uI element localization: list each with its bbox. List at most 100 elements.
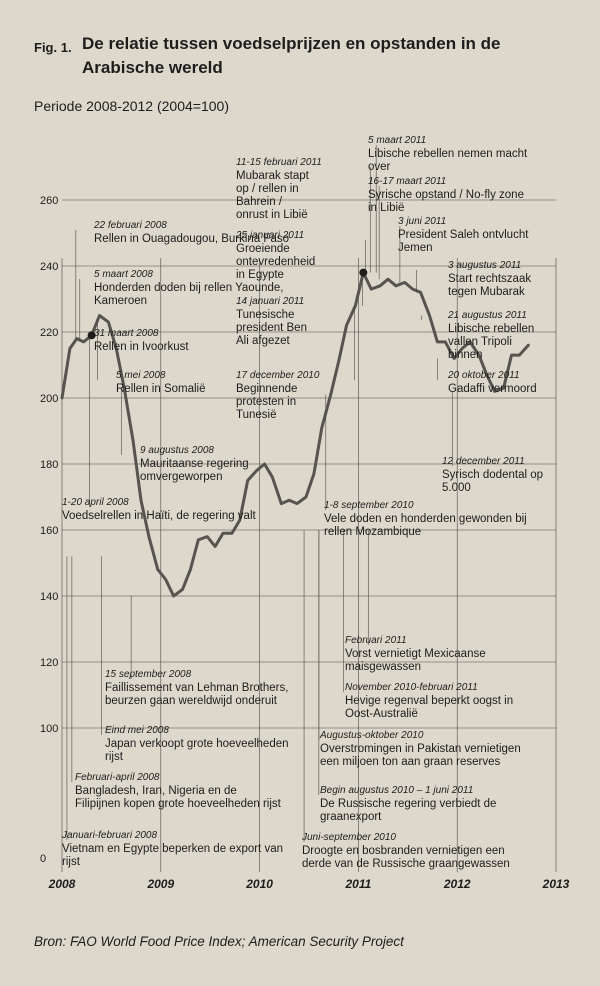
annotation-date: 16-17 maart 2011	[368, 176, 446, 187]
annotation-text: Honderden doden bij rellen Yaounde,	[94, 282, 283, 294]
y-tick-label: 180	[40, 459, 58, 471]
annotation-text: Tunesische	[236, 309, 294, 321]
annotation-text: Vorst vernietigt Mexicaanse	[345, 648, 486, 660]
annotation-text: Mauritaanse regering	[140, 458, 249, 470]
annotation-text: Rellen in Ivoorkust	[94, 341, 189, 353]
annotation-text: Tunesië	[236, 409, 277, 421]
annotation-date: Januari-februari 2008	[61, 830, 157, 841]
figure-label: Fig. 1.	[34, 40, 72, 55]
annotation-date: November 2010-februari 2011	[345, 682, 478, 693]
annotation-date: 11-15 februari 2011	[236, 157, 322, 168]
annotation-text: Bangladesh, Iran, Nigeria en de	[75, 785, 237, 797]
annotation-date: Februari-april 2008	[75, 772, 160, 783]
y-tick-label: 220	[40, 327, 58, 339]
annotation-text: onrust in Libië	[236, 209, 308, 221]
source-note: Bron: FAO World Food Price Index; Americ…	[34, 934, 404, 949]
annotation-text: Vele doden en honderden gewonden bij	[324, 513, 527, 525]
annotation-date: 14 januari 2011	[236, 296, 304, 307]
annotation-text: binnen	[448, 349, 483, 361]
annotation-date: 12 december 2011	[442, 456, 525, 467]
annotation-text: graanexport	[320, 811, 382, 823]
annotation-text: in Egypte	[236, 269, 284, 281]
annotation-date: 3 juni 2011	[398, 216, 446, 227]
x-tick-label: 2009	[146, 877, 174, 891]
annotation-text: in Libië	[368, 202, 404, 214]
annotation-date: 17 december 2010	[236, 370, 320, 381]
annotation-text: Hevige regenval beperkt oogst in	[345, 695, 513, 707]
y-tick-label: 240	[40, 261, 58, 273]
annotation-text: Syrisch dodental op	[442, 469, 543, 481]
annotation-date: 5 maart 2011	[368, 135, 426, 146]
event-marker	[87, 331, 96, 340]
annotation-text: Oost-Australië	[345, 708, 418, 720]
annotation-text: Voedselrellen in Haïti, de regering valt	[62, 510, 257, 522]
annotation-date: 3 augustus 2011	[448, 260, 521, 271]
annotation-date: 5 mei 2008	[116, 370, 166, 381]
annotation-text: Ali afgezet	[236, 335, 291, 347]
annotation-text: op / rellen in	[236, 183, 299, 195]
y-tick-label: 140	[40, 591, 58, 603]
annotation-text: rellen Mozambique	[324, 526, 421, 538]
annotation-date: Begin augustus 2010 – 1 juni 2011	[320, 785, 473, 796]
annotation-text: Start rechtszaak	[448, 273, 531, 285]
price-index-line	[60, 271, 530, 598]
annotation-text: Kameroen	[94, 295, 147, 307]
annotation-text: President Saleh ontvlucht	[398, 229, 529, 241]
y-tick-label: 100	[40, 723, 58, 735]
annotation-text: Rellen in Ouagadougou, Burkina Faso	[94, 233, 289, 245]
annotation-text: Syrische opstand / No-fly zone	[368, 189, 524, 201]
annotation-text: Gadaffi vermoord	[448, 383, 537, 395]
y-tick-label: 200	[40, 393, 58, 405]
annotation-text: Libische rebellen	[448, 323, 534, 335]
annotation-text: Overstromingen in Pakistan vernietigen	[320, 743, 521, 755]
annotation-text: rijst	[105, 751, 124, 763]
annotation-text: rijst	[62, 856, 81, 868]
chart-subtitle: Periode 2008-2012 (2004=100)	[34, 98, 229, 114]
annotation-text: De Russische regering verbiedt de	[320, 798, 496, 810]
annotation-date: 21 augustus 2011	[447, 310, 527, 321]
annotation-date: 25 januari 2011	[235, 230, 304, 241]
y-tick-label: 260	[40, 195, 58, 207]
annotation-text: beurzen gaan wereldwijd onderuit	[105, 695, 278, 707]
annotation-date: 15 september 2008	[105, 669, 192, 680]
annotation-text: Groeiende	[236, 243, 290, 255]
annotation-date: Augustus-oktober 2010	[319, 730, 424, 741]
annotation-text: over	[368, 161, 391, 173]
annotation-text: Japan verkoopt grote hoeveelheden	[105, 738, 289, 750]
annotation-text: tegen Mubarak	[448, 286, 525, 298]
annotation-text: Mubarak stapt	[236, 170, 310, 182]
annotation-text: derde van de Russische graangewassen	[302, 858, 510, 870]
annotation-date: 5 maart 2008	[94, 269, 153, 280]
annotation-text: Jemen	[398, 242, 433, 254]
annotation-date: 20 oktober 2011	[447, 370, 520, 381]
annotation-text: Libische rebellen nemen macht	[368, 148, 528, 160]
y-tick-label: 160	[40, 525, 58, 537]
annotation-date: 22 februari 2008	[93, 220, 167, 231]
annotation-text: Filipijnen kopen grote hoeveelheden rijs…	[75, 798, 282, 810]
y-tick-label: 120	[40, 657, 58, 669]
x-tick-label: 2008	[48, 877, 76, 891]
x-tick-label: 2011	[344, 877, 371, 891]
annotation-date: 31 maart 2008	[94, 328, 159, 339]
annotation-text: omvergeworpen	[140, 471, 222, 483]
annotation-text: Rellen in Somalië	[116, 383, 206, 395]
annotation-text: Faillissement van Lehman Brothers,	[105, 682, 288, 694]
annotation-text: protesten in	[236, 396, 296, 408]
x-tick-label: 2013	[542, 877, 570, 891]
annotation-date: Februari 2011	[345, 635, 407, 646]
annotation-text: president Ben	[236, 322, 307, 334]
annotation-text: Droogte en bosbranden vernietigen een	[302, 845, 505, 857]
annotation-text: Beginnende	[236, 383, 297, 395]
annotation-text: een miljoen ton aan graan reserves	[320, 756, 501, 768]
annotation-date: 9 augustus 2008	[140, 445, 214, 456]
annotation-date: Juni-september 2010	[301, 832, 396, 843]
annotation-text: 5.000	[442, 482, 471, 494]
annotation-date: 1-20 april 2008	[62, 497, 129, 508]
annotation-text: ontevredenheid	[236, 256, 315, 268]
annotation-text: vallen Tripoli	[448, 336, 512, 348]
annotation-text: Vietnam en Egypte beperken de export van	[62, 843, 283, 855]
x-tick-label: 2012	[443, 877, 471, 891]
annotation-date: 1-8 september 2010	[324, 500, 414, 511]
event-marker	[359, 268, 368, 277]
